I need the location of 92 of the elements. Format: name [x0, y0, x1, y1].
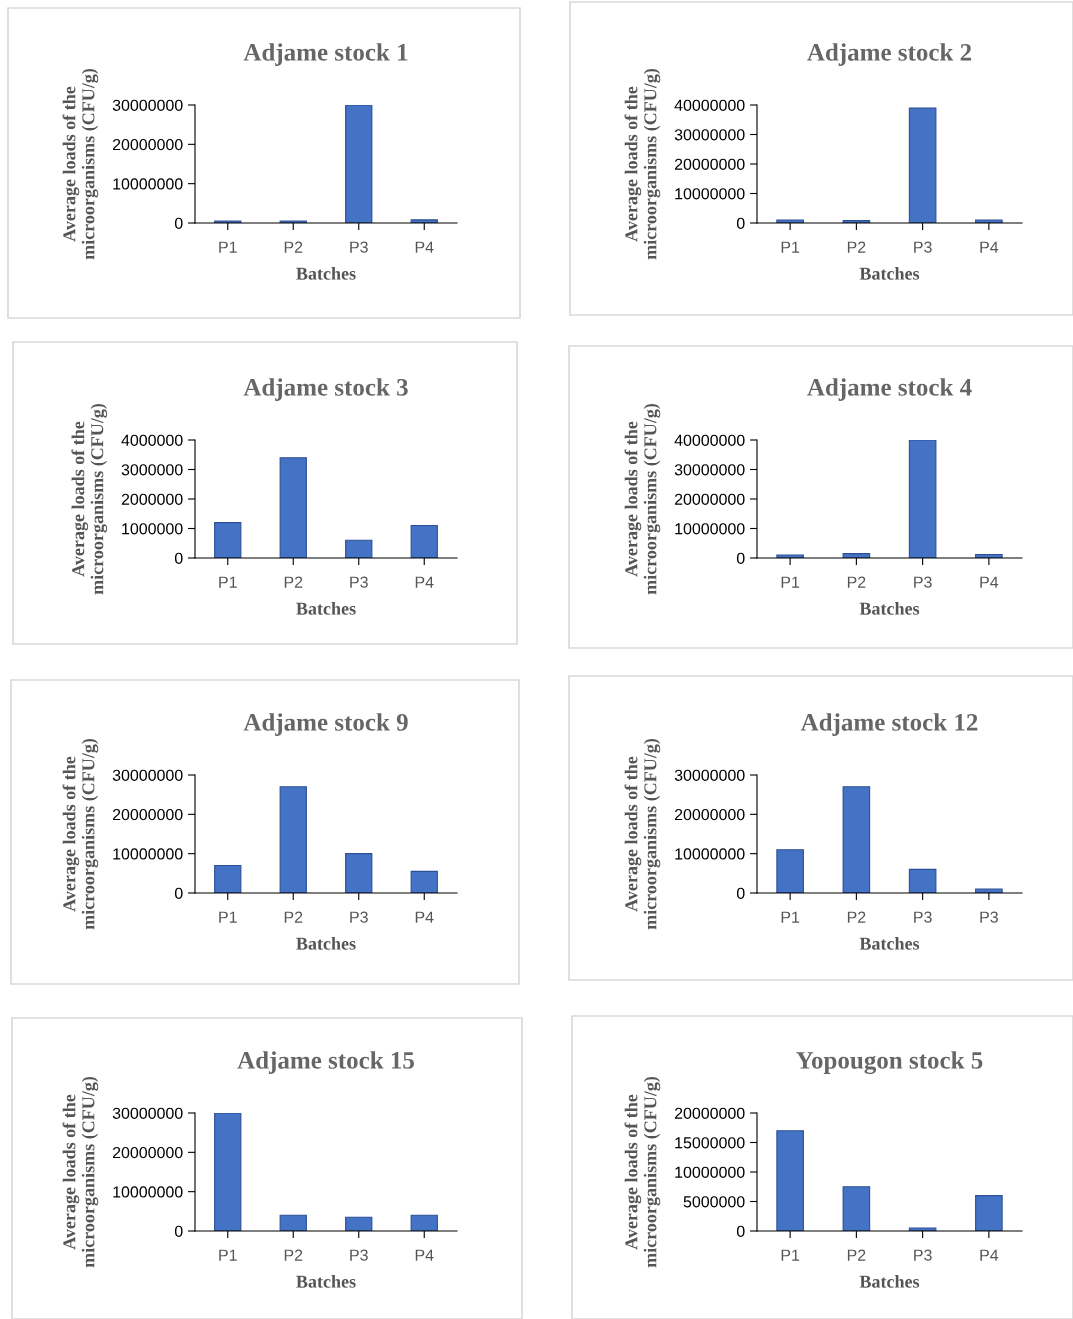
x-tick-label: P4	[980, 1249, 999, 1261]
y-tick-label: 0	[736, 887, 745, 899]
x-tick-label: P3	[350, 1249, 368, 1261]
y-tick-label: 15000000	[675, 1137, 745, 1149]
chart-title: Adjame stock 15	[237, 1051, 414, 1074]
y-tick-label: 10000000	[675, 523, 745, 535]
x-tick-label: P3	[914, 911, 932, 923]
x-axis-title: Batches	[296, 602, 356, 615]
y-tick-label: 20000000	[674, 158, 745, 170]
x-axis-title: Batches	[296, 1275, 356, 1288]
y-axis-title: Average loads of the microorganisms (CFU/g)	[62, 738, 99, 930]
x-axis-title: Batches	[859, 937, 920, 950]
x-tick-label: P1	[781, 576, 800, 588]
x-tick-label: P2	[847, 1249, 866, 1261]
x-tick-label: P1	[219, 241, 237, 253]
y-tick-label: 1000000	[122, 523, 183, 535]
y-tick-label: 20000000	[112, 808, 183, 821]
y-axis-title: Average loads of the microorganisms (CFU/g)	[71, 403, 108, 595]
y-axis-title: Average loads of the microorganisms (CFU/g)	[62, 68, 99, 260]
y-tick-label: 4000000	[121, 434, 183, 446]
x-tick-label: P3	[350, 911, 368, 923]
y-tick-label: 10000000	[113, 1186, 183, 1198]
y-tick-label: 2000000	[121, 493, 183, 505]
y-tick-label: 0	[174, 887, 183, 899]
x-tick-label: P2	[284, 1249, 303, 1261]
y-tick-label: 30000000	[674, 129, 745, 141]
x-axis-title: Batches	[296, 937, 356, 950]
x-tick-label: P4	[415, 241, 434, 253]
y-tick-label: 20000000	[674, 1107, 745, 1119]
y-tick-label: 10000000	[675, 848, 745, 860]
x-tick-label: P1	[781, 911, 800, 923]
x-axis-title: Batches	[296, 267, 356, 280]
x-axis-title: Batches	[859, 602, 920, 615]
x-tick-label: P1	[219, 576, 237, 588]
x-tick-label: P4	[415, 576, 434, 588]
y-tick-label: 30000000	[674, 769, 745, 781]
y-axis-title: Average loads of the microorganisms (CFU/g)	[624, 738, 661, 930]
x-tick-label: P2	[847, 576, 866, 588]
x-tick-label: P3	[914, 241, 932, 253]
y-tick-label: 3000000	[121, 464, 183, 476]
y-tick-label: 0	[736, 1225, 745, 1237]
x-tick-label: P3	[350, 576, 368, 588]
x-tick-label: P4	[980, 576, 999, 588]
chart-title: Adjame stock 9	[243, 713, 408, 736]
y-tick-label: 0	[174, 552, 183, 564]
x-tick-label: P2	[847, 911, 866, 923]
y-tick-label: 0	[174, 1225, 183, 1237]
chart-title: Adjame stock 1	[243, 43, 408, 66]
y-tick-label: 20000000	[674, 493, 745, 505]
chart-title: Adjame stock 4	[807, 378, 972, 401]
y-tick-label: 30000000	[112, 99, 183, 111]
x-tick-label: P3	[914, 1249, 932, 1261]
x-tick-label: P4	[980, 241, 999, 253]
y-tick-label: 30000000	[112, 1107, 183, 1119]
chart-title: Yopougon stock 5	[796, 1051, 983, 1075]
x-tick-label: P1	[219, 911, 237, 923]
y-tick-label: 10000000	[113, 178, 183, 190]
y-tick-label: 0	[174, 217, 183, 229]
y-axis-title: Average loads of the microorganisms (CFU/g)	[624, 1076, 661, 1268]
y-tick-label: 20000000	[112, 1146, 183, 1159]
y-axis-title: Average loads of the microorganisms (CFU/g)	[62, 1076, 99, 1268]
y-tick-label: 30000000	[674, 464, 745, 476]
chart-title: Adjame stock 2	[807, 43, 972, 66]
y-axis-title: Average loads of the microorganisms (CFU/g)	[624, 68, 661, 260]
x-axis-title: Batches	[859, 1275, 920, 1288]
x-tick-label: P3	[980, 911, 998, 923]
y-tick-label: 10000000	[675, 188, 745, 200]
y-axis-title: Average loads of the microorganisms (CFU/g)	[624, 403, 661, 595]
x-tick-label: P1	[219, 1249, 237, 1261]
y-tick-label: 10000000	[675, 1166, 745, 1178]
y-tick-label: 40000000	[674, 99, 745, 111]
y-tick-label: 5000000	[683, 1196, 745, 1208]
x-tick-label: P2	[284, 911, 303, 923]
x-tick-label: P3	[350, 241, 368, 253]
chart-title: Adjame stock 12	[800, 713, 978, 736]
y-tick-label: 0	[736, 552, 745, 564]
y-tick-label: 20000000	[674, 808, 745, 821]
y-tick-label: 30000000	[112, 769, 183, 781]
x-tick-label: P2	[847, 241, 866, 253]
y-tick-label: 0	[736, 217, 745, 229]
x-tick-label: P2	[284, 241, 303, 253]
y-tick-label: 10000000	[113, 848, 183, 860]
x-tick-label: P4	[415, 1249, 434, 1261]
y-tick-label: 40000000	[674, 434, 745, 446]
chart-title: Adjame stock 3	[243, 378, 408, 401]
x-tick-label: P1	[781, 241, 800, 253]
x-tick-label: P4	[415, 911, 434, 923]
x-axis-title: Batches	[859, 267, 920, 280]
x-tick-label: P2	[284, 576, 303, 588]
x-tick-label: P1	[781, 1249, 800, 1261]
x-tick-label: P3	[914, 576, 932, 588]
y-tick-label: 20000000	[112, 138, 183, 151]
